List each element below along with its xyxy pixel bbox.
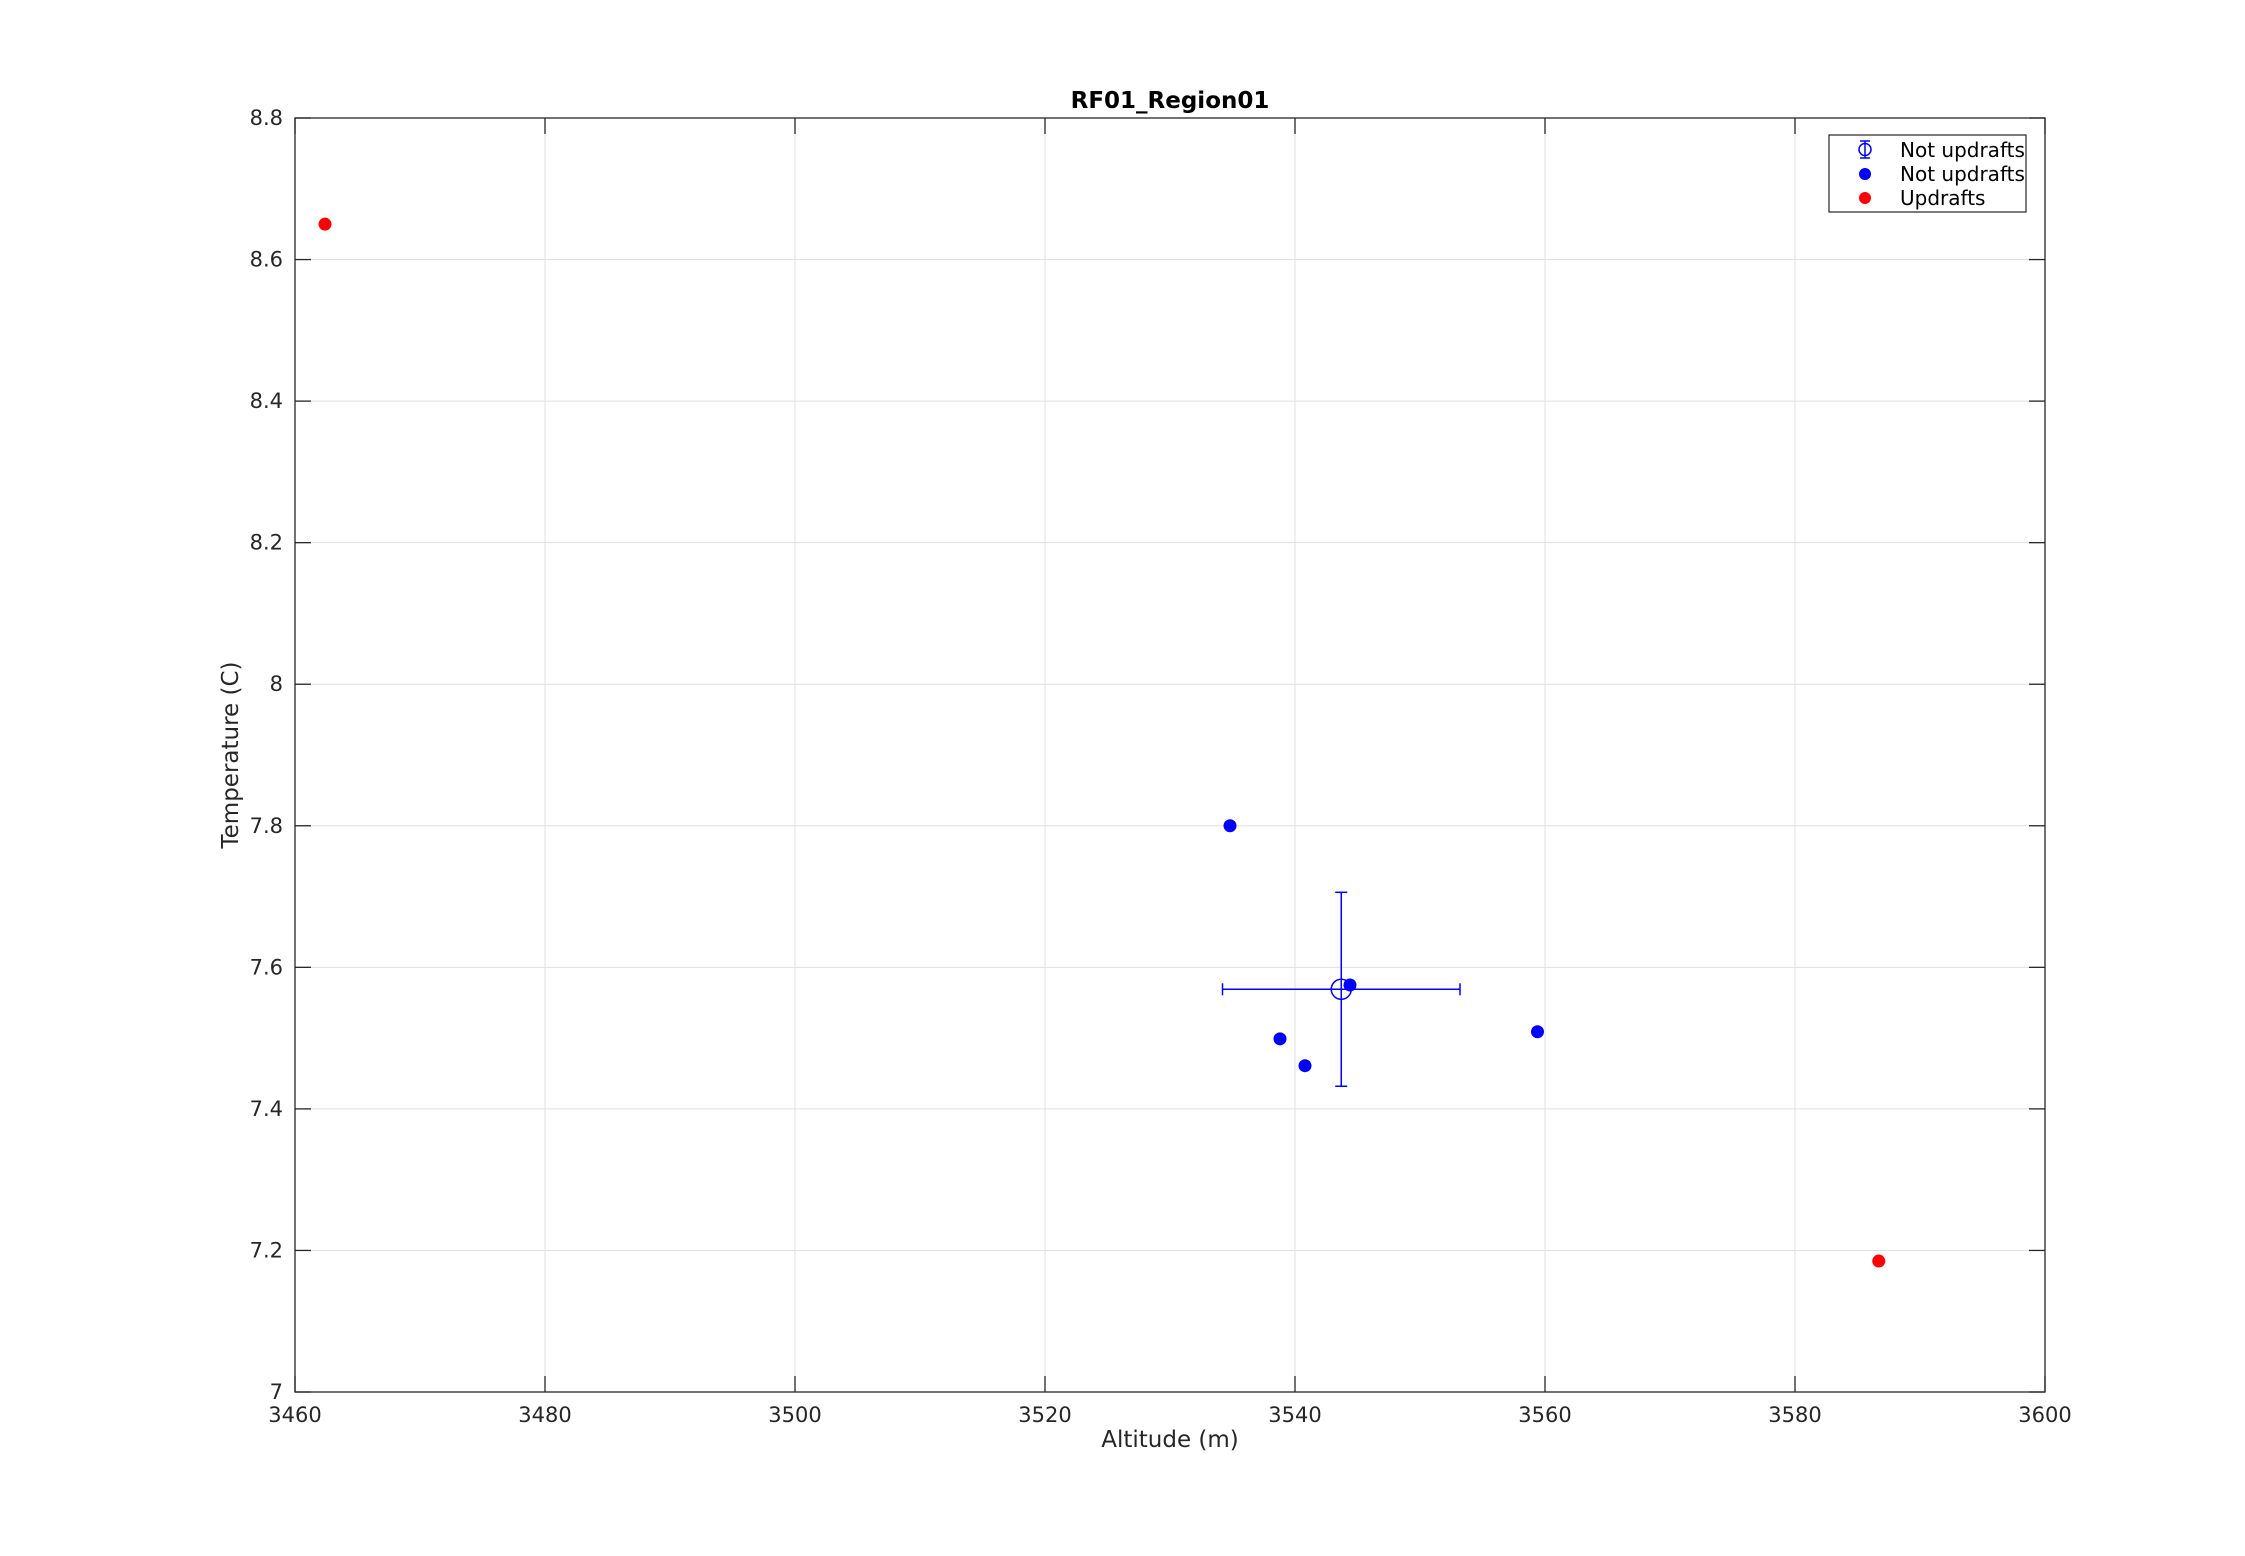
y-tick-label: 7.6 xyxy=(250,955,283,979)
data-marks xyxy=(318,217,1886,1268)
updraft-point xyxy=(318,217,332,231)
x-tick-label: 3520 xyxy=(1018,1403,1071,1427)
y-tick-label: 8 xyxy=(270,672,283,696)
y-tick-label: 8.4 xyxy=(250,389,283,413)
not-updraft-point xyxy=(1273,1032,1287,1046)
x-tick-label: 3540 xyxy=(1268,1403,1321,1427)
y-tick-label: 7.4 xyxy=(250,1097,283,1121)
y-tick-label: 8.2 xyxy=(250,531,283,555)
not-updraft-point xyxy=(1531,1025,1544,1039)
legend-label-errorbar: Not updrafts xyxy=(1900,138,2025,162)
x-tick-label: 3560 xyxy=(1518,1403,1571,1427)
y-tick-label: 7.8 xyxy=(250,814,283,838)
x-tick-label: 3500 xyxy=(768,1403,821,1427)
x-tick-label: 3600 xyxy=(2018,1403,2071,1427)
plot-area xyxy=(295,118,2045,1392)
y-tick-label: 7.2 xyxy=(250,1238,283,1262)
chart-title: RF01_Region01 xyxy=(1071,88,1270,114)
x-tick-label: 3460 xyxy=(268,1403,321,1427)
legend-marker-errorbar xyxy=(1858,140,1872,159)
x-tick-label: 3580 xyxy=(1768,1403,1821,1427)
errorbar-point xyxy=(1221,891,1461,1087)
plot-frame xyxy=(294,117,2046,1393)
not-updraft-point xyxy=(1223,819,1237,833)
updraft-point xyxy=(1872,1254,1886,1268)
legend: Not updrafts Not updrafts Updrafts xyxy=(1828,134,2027,213)
not-updraft-point xyxy=(1343,978,1357,992)
y-tick-label: 8.6 xyxy=(250,248,283,272)
not-updraft-point xyxy=(1298,1059,1312,1073)
legend-marker-not-updrafts xyxy=(1859,168,1871,180)
y-axis-label: Temperature (C) xyxy=(218,661,244,849)
legend-label-updrafts: Updrafts xyxy=(1900,186,1985,210)
legend-label-not-updrafts: Not updrafts xyxy=(1900,162,2025,186)
legend-marker-updrafts xyxy=(1859,192,1871,204)
axis-ticks: 3460 3480 3500 3520 3540 3560 3580 3600 7 7.2 7.4 7… xyxy=(250,106,2072,1427)
y-tick-label: 7 xyxy=(270,1380,283,1404)
x-tick-label: 3480 xyxy=(518,1403,571,1427)
y-tick-label: 8.8 xyxy=(250,106,283,130)
x-axis-label: Altitude (m) xyxy=(1101,1427,1239,1453)
